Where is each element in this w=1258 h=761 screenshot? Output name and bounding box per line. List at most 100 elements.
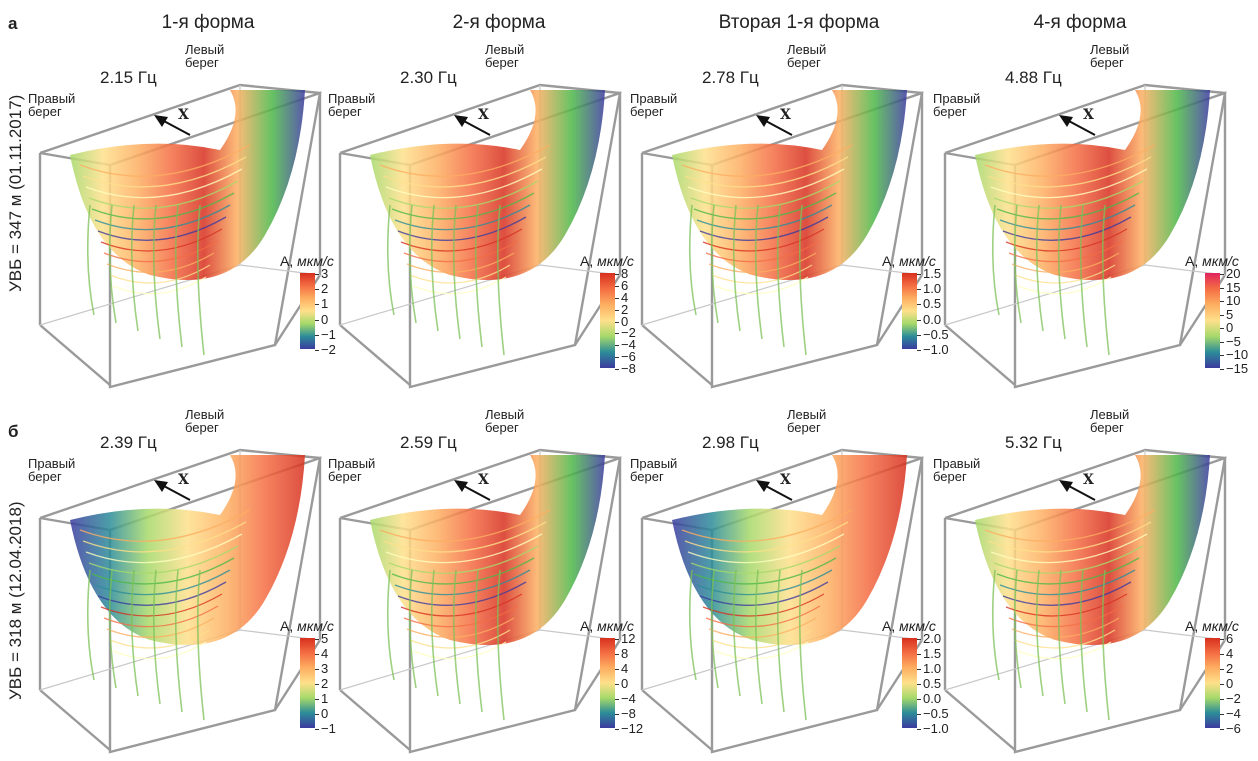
panel-b-4: 5.32 Гц X Правый берег Левый берег A, мкм/с 6 4 2… <box>933 400 1249 755</box>
colorbar-tick: −6 <box>1220 722 1241 735</box>
left-bank-label: Левый берег <box>787 407 827 435</box>
left-bank-label: Левый берег <box>185 407 225 435</box>
frequency-label: 2.39 Гц <box>100 433 157 452</box>
panel-a-3: 2.78 Гц X Правый берег Левый берег A, мкм/с 1.5… <box>630 35 949 390</box>
colorbar-tick: 15 <box>1220 281 1240 294</box>
colorbar-tick: 1.5 <box>917 647 941 660</box>
colorbar-tick: −0.5 <box>917 707 949 720</box>
colorbar-tick: 4 <box>1220 647 1233 660</box>
frequency-label: 2.78 Гц <box>702 68 759 87</box>
colorbar-title: A, мкм/с <box>280 618 334 634</box>
mode-shape-surface <box>370 455 605 721</box>
left-bank-label: Левый берег <box>1090 407 1130 435</box>
colorbar-tick: 12 <box>615 632 635 645</box>
right-bank-label: Правый берег <box>328 456 376 484</box>
colorbar-tick: 0 <box>1220 321 1233 334</box>
colorbar-tick: 5 <box>1220 308 1233 321</box>
colorbar <box>1205 273 1220 368</box>
colorbar-tick: 2 <box>615 303 628 316</box>
colorbar-tick: 2 <box>315 677 328 690</box>
panel-graphic <box>943 448 1227 754</box>
panel-graphic <box>640 448 924 754</box>
colorbar-tick: −4 <box>1220 707 1241 720</box>
colorbar-tick: 5 <box>315 632 328 645</box>
row-label-b: УВБ = 318 м (12.04.2018) <box>6 501 25 700</box>
frequency-label: 2.30 Гц <box>400 68 457 87</box>
colorbar-tick: −1 <box>315 722 336 735</box>
panel-graphic <box>38 83 322 389</box>
axis-x-label: X <box>478 107 489 123</box>
colorbar-title: A, мкм/с <box>580 253 634 269</box>
axis-x-label: X <box>178 107 189 123</box>
direction-arrow <box>154 115 191 136</box>
row-letter-b: б <box>8 422 19 441</box>
row-letter-a: а <box>8 14 18 33</box>
right-bank-label: Правый берег <box>630 456 678 484</box>
colorbar-title: A, мкм/с <box>280 253 334 269</box>
colorbar-tick: 8 <box>615 267 628 280</box>
mode-shape-surface <box>975 90 1210 356</box>
panel-graphic <box>338 448 622 754</box>
colorbar-tick: −2 <box>315 343 336 356</box>
colorbar-tick: 4 <box>315 647 328 660</box>
colorbar-tick: −6 <box>615 350 636 363</box>
colorbar-tick: 0.5 <box>917 297 941 310</box>
colorbar-tick: −8 <box>615 362 636 375</box>
panel-graphic <box>338 83 622 389</box>
colorbar-tick: 0.0 <box>917 313 941 326</box>
colorbar-tick: −1 <box>315 328 336 341</box>
left-bank-label: Левый берег <box>485 42 525 70</box>
row-label-a: УВБ = 347 м (01.11.2017) <box>6 94 25 292</box>
colorbar-tick: 8 <box>615 647 628 660</box>
frequency-label: 2.15 Гц <box>100 68 157 87</box>
direction-arrow <box>454 480 491 501</box>
colorbar-title: A, мкм/с <box>882 618 936 634</box>
colorbar-tick: 2.0 <box>917 632 941 645</box>
colorbar-tick: 6 <box>1220 632 1233 645</box>
colorbar-title: A, мкм/с <box>1185 253 1239 269</box>
colorbar-tick: 4 <box>615 662 628 675</box>
colorbar-tick: −2 <box>615 326 636 339</box>
colorbar-tick: −15 <box>1220 362 1248 375</box>
mode-shape-surface <box>370 90 605 356</box>
column-title-1: 1-я форма <box>161 12 255 33</box>
colorbar-tick: 20 <box>1220 267 1240 280</box>
colorbar-tick: 6 <box>615 279 628 292</box>
direction-arrow <box>1059 480 1096 501</box>
left-bank-label: Левый берег <box>787 42 827 70</box>
mode-shape-surface <box>70 455 305 721</box>
panel-a-2: 2.30 Гц X Правый берег Левый берег A, мкм/с 8 6 4… <box>328 35 644 390</box>
colorbar-tick: 1.0 <box>917 282 941 295</box>
colorbar <box>300 638 315 728</box>
colorbar <box>600 638 615 728</box>
mode-shape-surface <box>70 90 305 356</box>
colorbar-tick: 2 <box>1220 662 1233 675</box>
frequency-label: 2.98 Гц <box>702 433 759 452</box>
colorbar-tick: 1.0 <box>917 662 941 675</box>
colorbar-tick: −1.0 <box>917 722 949 735</box>
frequency-label: 5.32 Гц <box>1005 433 1062 452</box>
right-bank-label: Правый берег <box>630 91 678 119</box>
colorbar-tick: 0 <box>315 313 328 326</box>
colorbar-tick: 1.5 <box>917 267 941 280</box>
panel-graphic <box>38 448 322 754</box>
colorbar-tick: 0 <box>615 315 628 328</box>
colorbar-tick: −12 <box>615 722 643 735</box>
axis-x-label: X <box>1083 472 1094 488</box>
right-bank-label: Правый берег <box>933 456 981 484</box>
column-title-4: 4-я форма <box>1033 12 1127 33</box>
axis-x-label: X <box>1083 107 1094 123</box>
direction-arrow <box>1059 115 1096 136</box>
right-bank-label: Правый берег <box>933 91 981 119</box>
left-bank-label: Левый берег <box>1090 42 1130 70</box>
colorbar-tick: −0.5 <box>917 328 949 341</box>
axis-x-label: X <box>178 472 189 488</box>
right-bank-label: Правый берег <box>28 456 76 484</box>
direction-arrow <box>756 480 793 501</box>
colorbar-tick: 2 <box>315 282 328 295</box>
column-title-3: Вторая 1-я форма <box>718 12 880 33</box>
panel-graphic <box>640 83 924 389</box>
colorbar-title: A, мкм/с <box>580 618 634 634</box>
colorbar <box>902 638 917 728</box>
colorbar <box>600 273 615 368</box>
